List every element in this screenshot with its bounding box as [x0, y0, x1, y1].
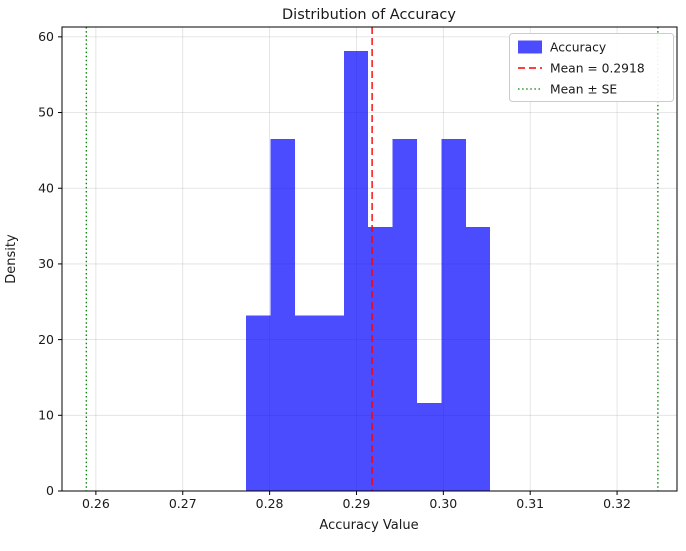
x-tick-label: 0.30	[429, 496, 457, 511]
y-tick-label: 10	[38, 408, 54, 423]
histogram-bar	[417, 403, 442, 491]
x-tick-label: 0.28	[256, 496, 284, 511]
y-tick-label: 40	[38, 180, 54, 195]
x-tick-label: 0.27	[169, 496, 197, 511]
y-tick-label: 60	[38, 29, 54, 44]
axis-ticks: 0.26 0.27 0.28 0.29 0.30 0.31 0.32 0 10 20 30 40 50 6…	[38, 29, 631, 511]
plot-border	[61, 26, 678, 492]
x-tick-label: 0.29	[343, 496, 371, 511]
legend-label-accuracy: Accuracy	[550, 41, 606, 55]
x-tick-label: 0.32	[603, 496, 631, 511]
y-tick-label: 20	[38, 332, 54, 347]
histogram-bar	[246, 315, 271, 491]
histogram-bar	[294, 315, 320, 491]
legend: Accuracy Mean = 0.2918 Mean ± SE	[509, 33, 674, 102]
chart-title: Distribution of Accuracy	[282, 7, 456, 23]
x-tick-label: 0.31	[516, 496, 544, 511]
legend-label-mean: Mean = 0.2918	[550, 62, 645, 76]
legend-label-se: Mean ± SE	[550, 83, 617, 97]
y-tick-label: 30	[38, 256, 54, 271]
plot-frame	[61, 26, 678, 492]
histogram-bars	[246, 51, 491, 492]
legend-box	[509, 33, 674, 102]
x-axis-label: Accuracy Value	[319, 518, 418, 533]
histogram-bar	[343, 51, 369, 491]
y-tick-label: 0	[46, 483, 54, 498]
y-tick-label: 50	[38, 105, 54, 120]
y-axis-label: Density	[4, 234, 19, 284]
reference-lines	[85, 27, 659, 491]
x-tick-label: 0.26	[82, 496, 110, 511]
histogram-bar	[270, 139, 295, 491]
histogram-bar	[441, 139, 466, 491]
legend-swatch-accuracy	[518, 40, 542, 54]
histogram-bar	[319, 315, 344, 491]
histogram-bar	[392, 139, 418, 491]
histogram-bar	[465, 226, 491, 492]
